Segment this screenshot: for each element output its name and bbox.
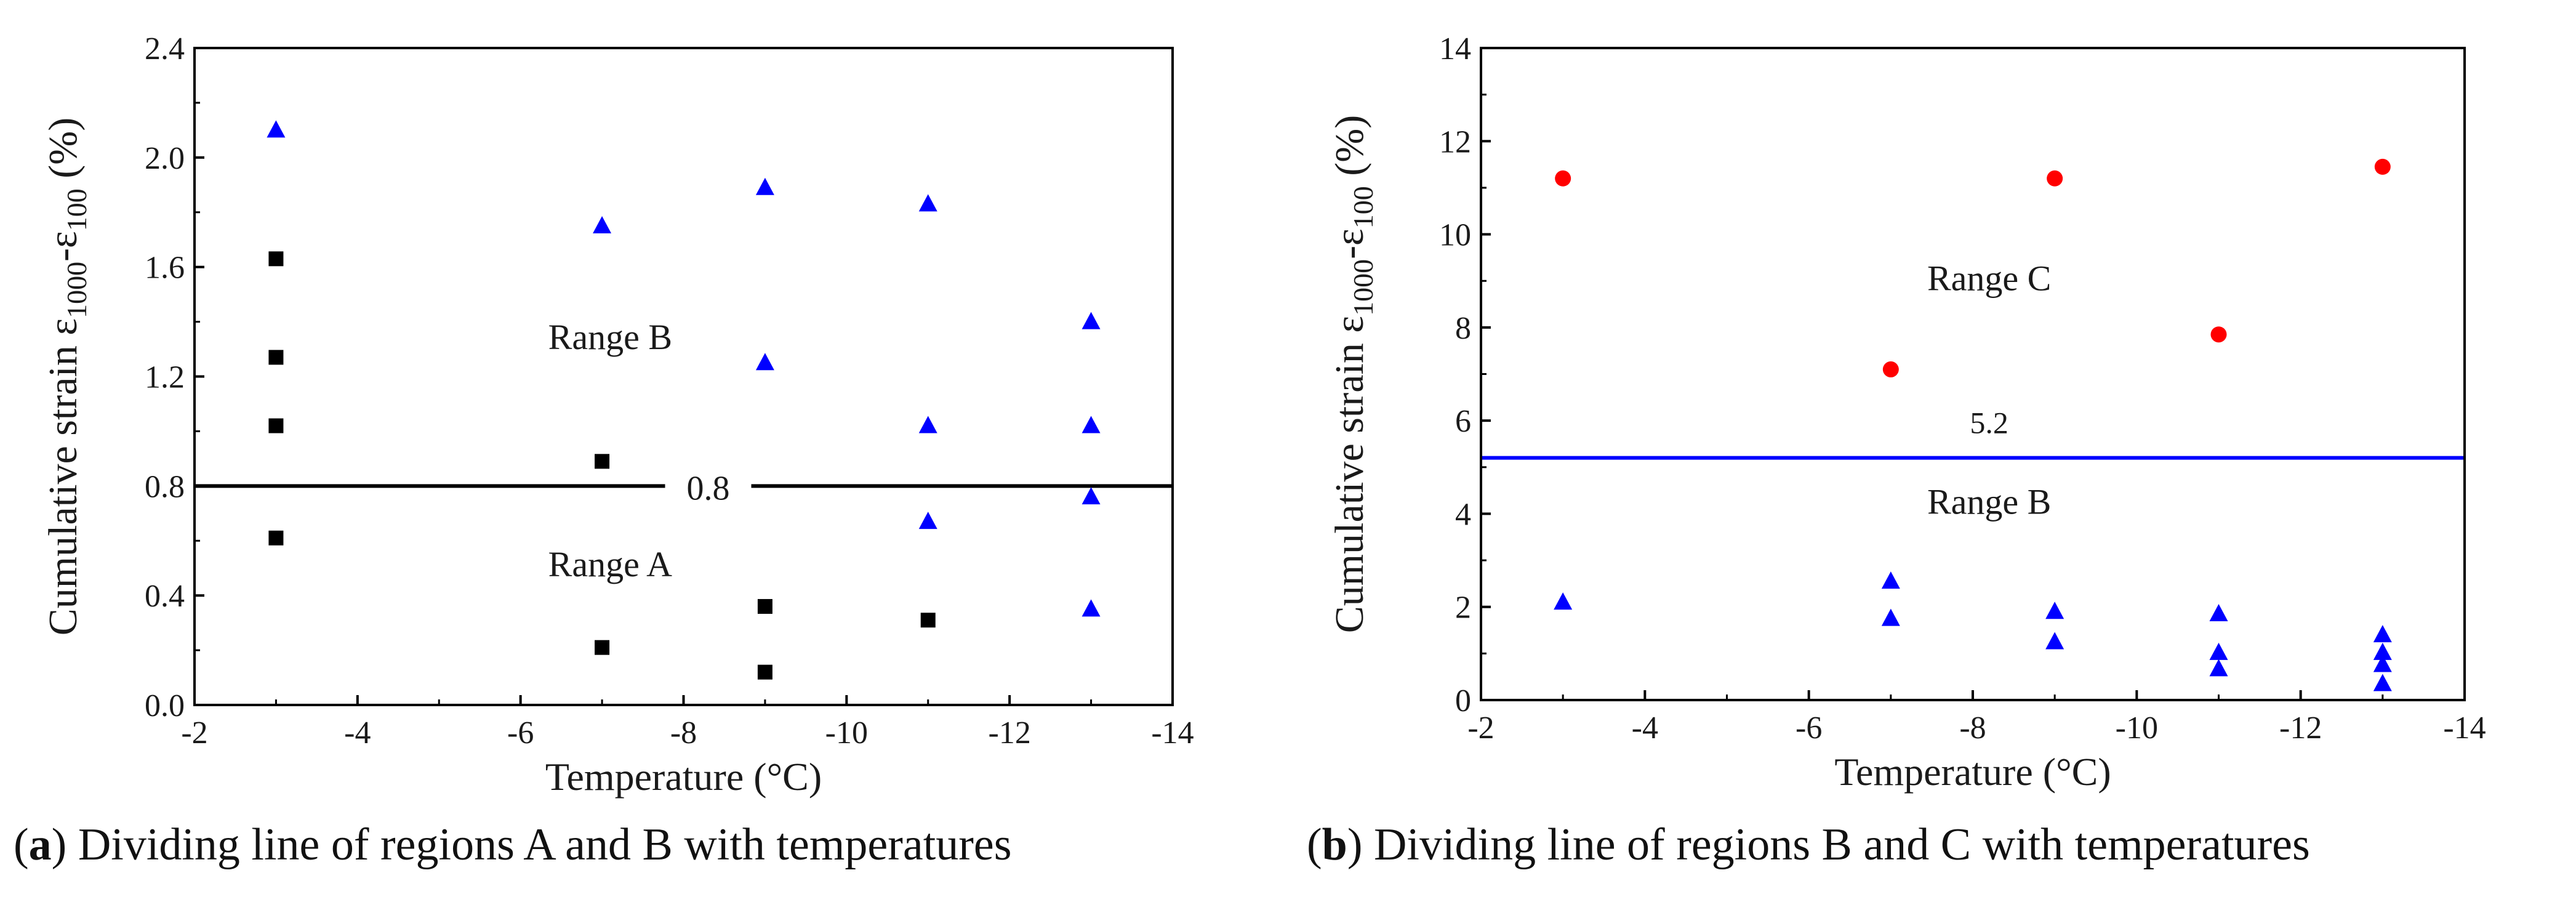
x-tick-label: -2 [181,715,207,751]
data-point-circle [1555,170,1571,187]
data-point-triangle [918,416,937,433]
data-point-triangle [267,120,286,138]
y-tick-label: 2 [1455,590,1471,626]
y-tick-label: 6 [1455,404,1471,439]
x-tick-label: -12 [2279,711,2322,746]
y-axis-title-part: Cumulative strain ε [1327,316,1372,633]
data-point-triangle [2373,642,2392,660]
chart-panel-a: 0.8 -2 -4 -6 -8 -10 -12 -14 0.0 0.4 0.8 1.2 1.6 2.0 2.… [14,31,1194,870]
data-point-triangle [1081,312,1101,329]
y-axis-title: Cumulative strain ε1000-ε100 (%) [41,118,92,635]
chart-panel-b: 5.2 -2 -4 -6 -8 -10 -12 -14 0 2 4 6 8 10 12 14 Temperatu… [1288,0,2576,902]
x-tick-label: -8 [670,715,697,751]
data-point-square [268,418,284,433]
y-tick-label: 0.8 [145,469,185,504]
data-point-triangle [2373,625,2392,643]
data-point-square [595,454,610,469]
region-annotation: Range A [548,544,672,584]
divider-label: 0.8 [687,469,730,507]
y-axis-title-part: 100 [61,188,92,231]
x-tick-label: -14 [2443,711,2486,746]
data-point-square [268,251,284,267]
x-tick-label: -4 [344,715,371,751]
data-point-circle [2210,326,2227,343]
data-point-triangle [2045,602,2064,619]
y-tick-label: 4 [1455,497,1471,532]
data-point-triangle [2373,654,2392,672]
caption-b-letter: b [1322,819,1347,870]
data-point-triangle [2209,659,2228,677]
y-axis-title-part: -ε [1327,228,1372,259]
data-point-triangle [755,353,774,371]
data-point-square [757,664,772,680]
x-tick-label: -4 [1632,711,1658,746]
data-point-triangle [593,215,612,233]
data-point-triangle [2209,642,2228,660]
y-tick-label: 14 [1439,31,1471,66]
data-point-triangle [1881,571,1900,589]
y-tick-label: 2.0 [145,141,185,176]
data-point-square [595,640,610,655]
data-point-triangle [2045,632,2064,650]
data-point-triangle [755,177,774,195]
caption-b: (b) Dividing line of regions B and C wit… [1307,819,2310,870]
caption-a-text: Dividing line of regions A and B with te… [66,819,1012,870]
caption-a-letter: a [28,819,52,870]
x-tick-label: -14 [1151,715,1194,751]
data-point-square [920,613,936,628]
x-tick-label: -6 [507,715,534,751]
y-axis-title-part: Cumulative strain ε [41,318,86,635]
data-point-triangle [918,194,937,212]
y-tick-label: 0.4 [145,579,185,614]
x-tick-label: -8 [1959,711,1986,746]
data-point-triangle [1881,608,1900,626]
plot-frame [1480,47,2466,701]
region-annotation: Range B [548,317,672,357]
data-point-triangle [1081,599,1101,617]
y-axis-title-part: -ε [41,231,86,262]
data-point-triangle [2373,674,2392,691]
data-point-circle [2047,170,2063,187]
x-axis-title: Temperature (°C) [1834,750,2111,794]
y-tick-label: 0.0 [145,688,185,723]
y-tick-label: 8 [1455,311,1471,346]
caption-b-text: Dividing line of regions B and C with te… [1362,819,2310,870]
data-point-triangle [2209,604,2228,622]
y-tick-label: 1.2 [145,360,185,395]
x-tick-label: -10 [825,715,868,751]
x-tick-label: -10 [2116,711,2158,746]
y-axis-title-part: (%) [41,118,86,188]
data-point-circle [1882,361,1899,377]
y-tick-label: 2.4 [145,31,185,66]
y-axis-title-part: (%) [1327,115,1372,186]
data-point-triangle [1081,416,1101,433]
data-point-triangle [1081,487,1101,505]
caption-a: (a) Dividing line of regions A and B wit… [14,819,1012,870]
y-tick-label: 1.6 [145,251,185,286]
x-tick-label: -2 [1467,711,1494,746]
data-point-triangle [918,512,937,530]
y-tick-label: 10 [1439,218,1471,253]
region-annotation: Range B [1927,481,2051,521]
chart-a: 0.8 -2 -4 -6 -8 -10 -12 -14 0.0 0.4 0.8 1.2 1.6 2.0 2.… [41,31,1194,799]
divider-label: 5.2 [1970,406,2008,440]
data-point-circle [2374,158,2391,175]
y-tick-label: 0 [1455,683,1471,719]
data-point-square [268,530,284,546]
y-tick-label: 12 [1439,124,1471,159]
y-axis-title-part: 1000 [61,262,92,318]
data-point-square [757,598,772,614]
y-axis-title-part: 100 [1347,186,1379,228]
region-annotation: Range C [1927,258,2051,298]
data-point-square [268,350,284,365]
plot-frame [193,47,1174,706]
chart-b: 5.2 -2 -4 -6 -8 -10 -12 -14 0 2 4 6 8 10 12 14 Temperatu… [1327,31,2486,794]
x-axis-title: Temperature (°C) [545,755,822,799]
data-point-triangle [1554,592,1573,610]
divider-label-bg [665,467,752,505]
x-tick-label: -12 [989,715,1031,751]
y-axis-title-part: 1000 [1347,259,1379,316]
x-tick-label: -6 [1796,711,1822,746]
y-axis-title: Cumulative strain ε1000-ε100 (%) [1327,115,1379,633]
